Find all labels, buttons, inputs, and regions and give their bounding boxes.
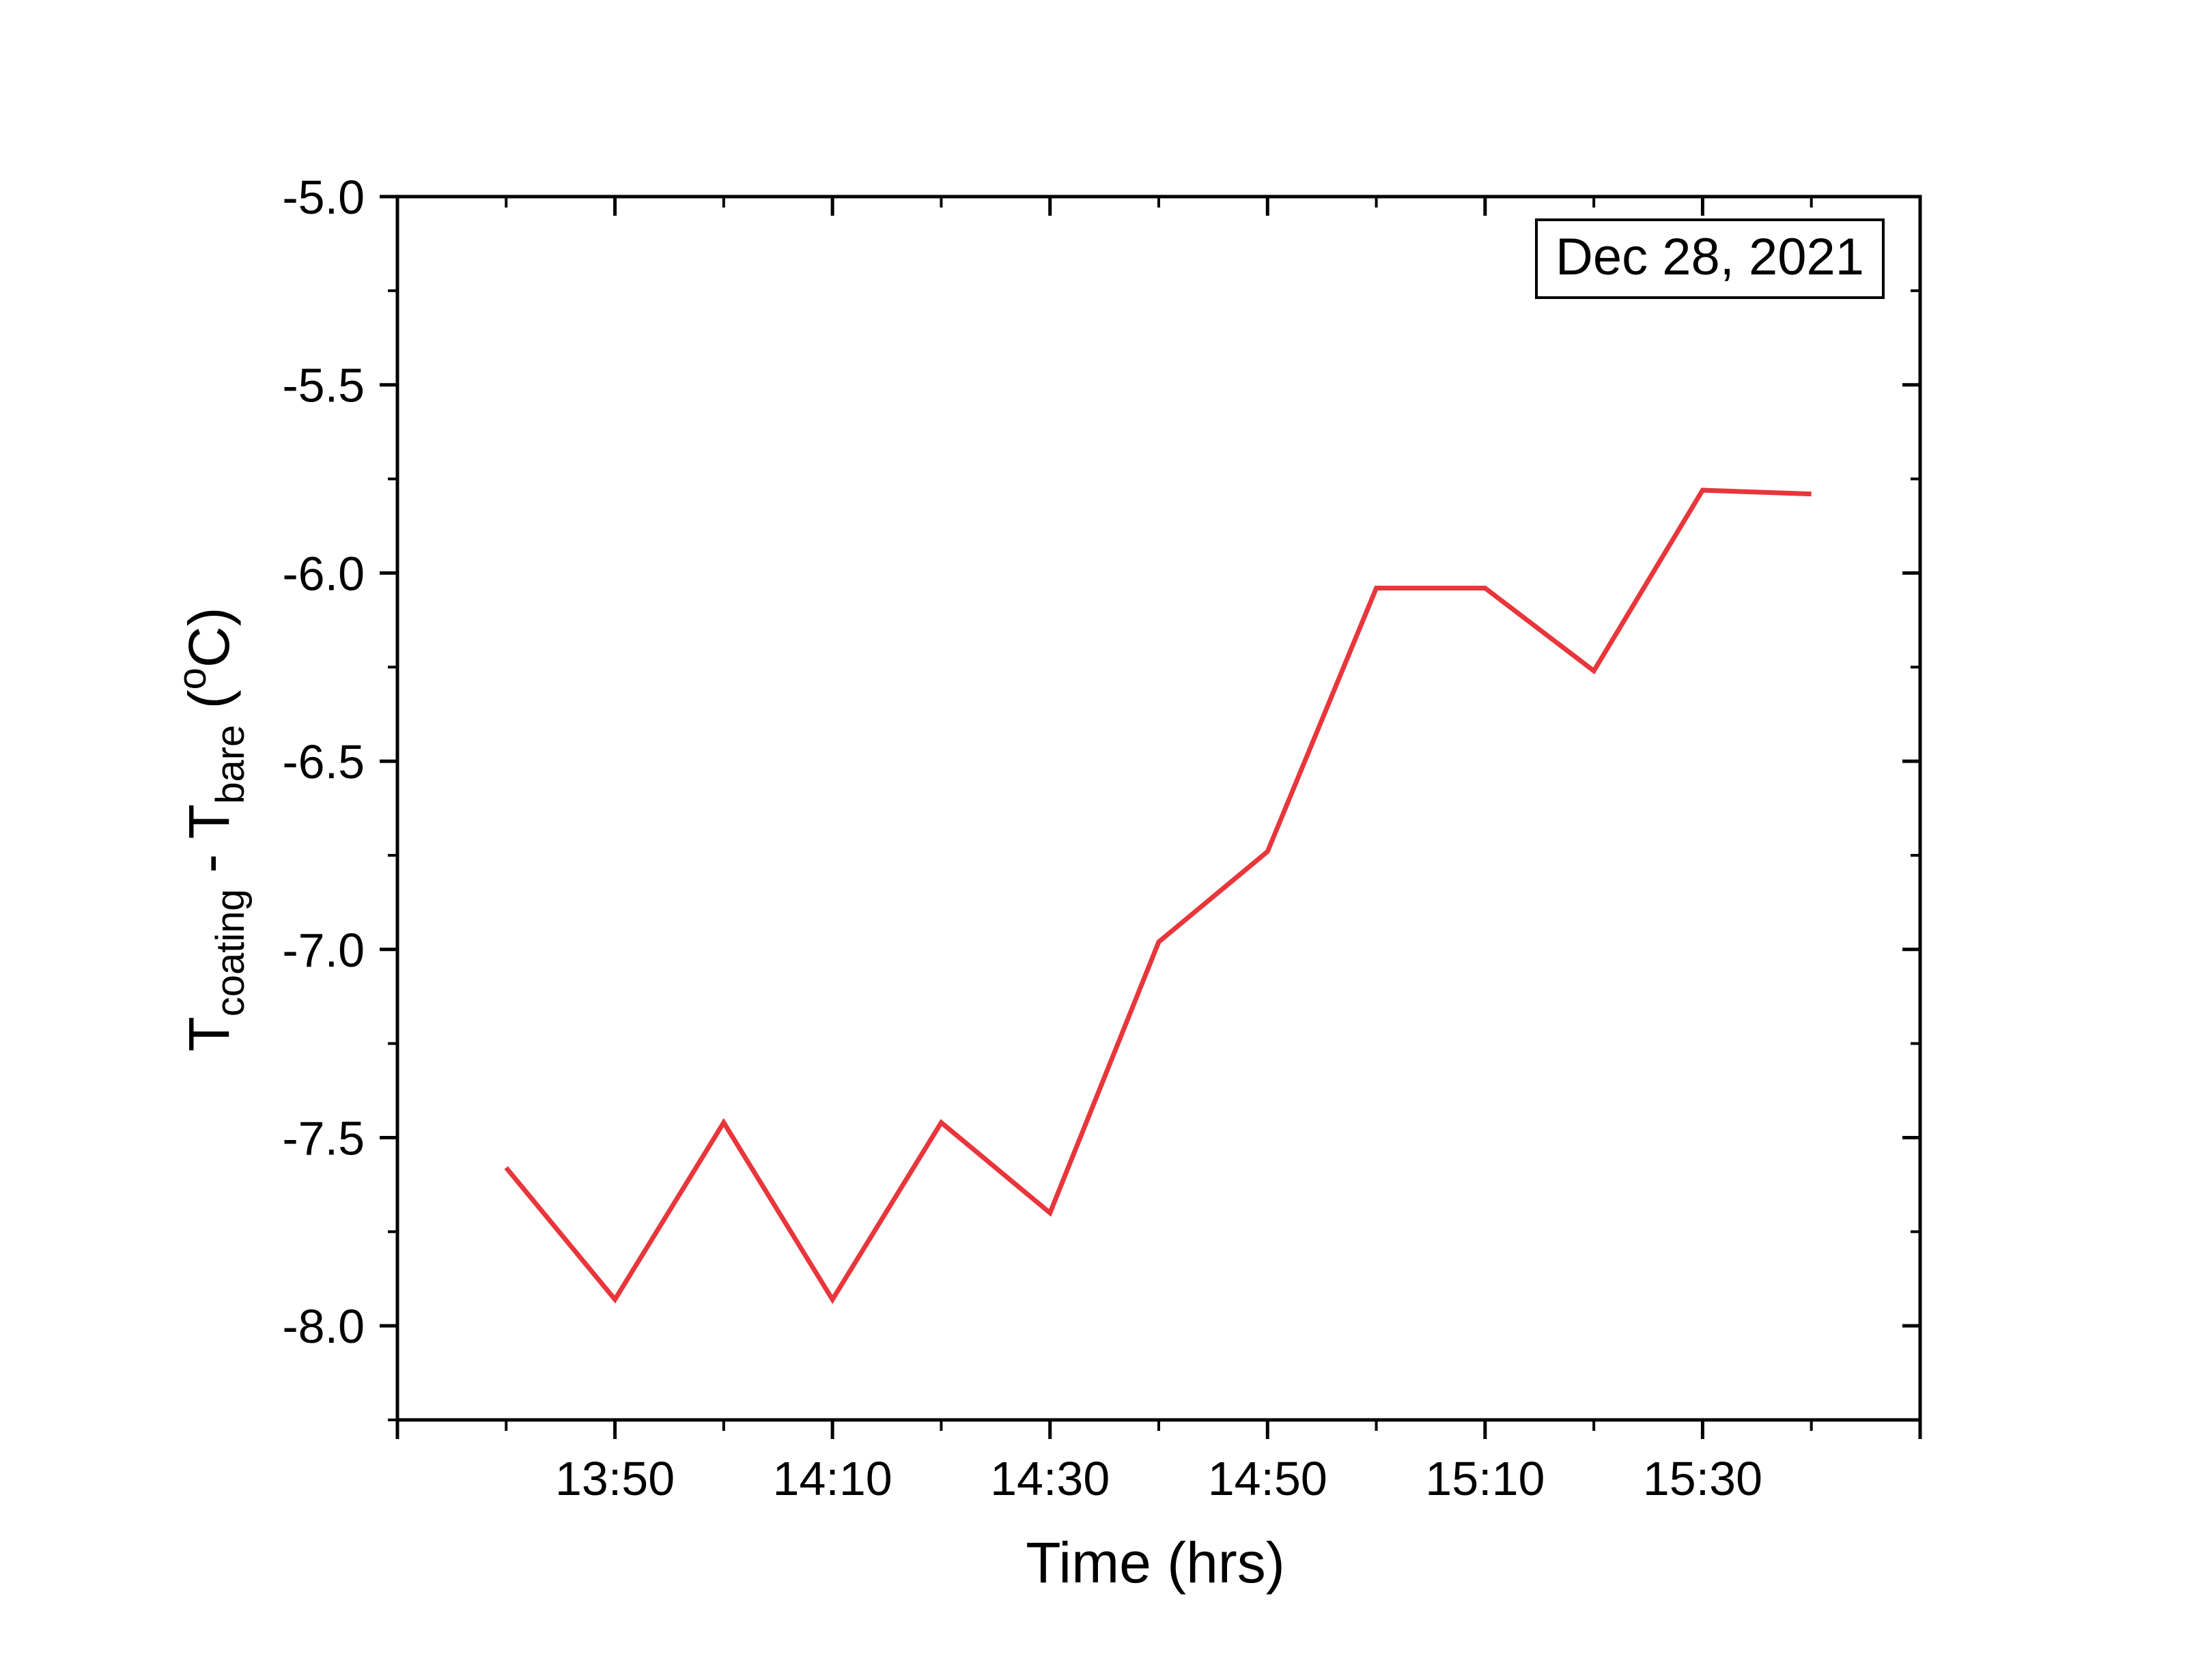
series-line — [504, 487, 1812, 1305]
y-title-sub1: coating — [208, 889, 253, 1016]
plot-frame — [395, 195, 1922, 1422]
x-tick-label: 15:10 — [1425, 1452, 1545, 1505]
x-tick-label: 13:50 — [555, 1452, 675, 1505]
y-tick-label: -6.0 — [282, 547, 365, 600]
y-tick-label: -5.5 — [282, 359, 365, 412]
y-tick-label: -6.5 — [282, 735, 365, 788]
axes: -5.0 -5.5 -6.0 -6.5 -7.0 -7.5 -8.0 13:50 14:10 14… — [282, 171, 1922, 1505]
x-tick-label: 14:30 — [990, 1452, 1110, 1505]
y-tick-label: -7.0 — [282, 924, 365, 977]
x-tick-label: 14:10 — [773, 1452, 892, 1505]
y-tick-label: -8.0 — [282, 1300, 365, 1353]
y-title-unit-open: ( — [177, 689, 241, 724]
y-tick-label: -5.0 — [282, 171, 365, 224]
legend-annotation: Dec 28, 2021 — [1535, 218, 1885, 299]
y-tick-label: -7.5 — [282, 1111, 365, 1165]
y-title-unit-close: C) — [177, 607, 241, 668]
annotation-text: Dec 28, 2021 — [1556, 228, 1864, 286]
y-title-sub2: bare — [208, 725, 253, 804]
series-layer — [504, 487, 1812, 1305]
x-axis-title: Time (hrs) — [1026, 1530, 1285, 1595]
x-tick-label: 14:50 — [1208, 1452, 1327, 1505]
y-axis-title: Tcoating - Tbare (oC) — [170, 607, 253, 1051]
y-title-main: T — [177, 1016, 241, 1051]
y-title-sep: - T — [177, 804, 241, 889]
y-title-sup: o — [170, 668, 214, 689]
annotation-box — [1535, 218, 1885, 299]
x-tick-label: 15:30 — [1643, 1452, 1762, 1505]
